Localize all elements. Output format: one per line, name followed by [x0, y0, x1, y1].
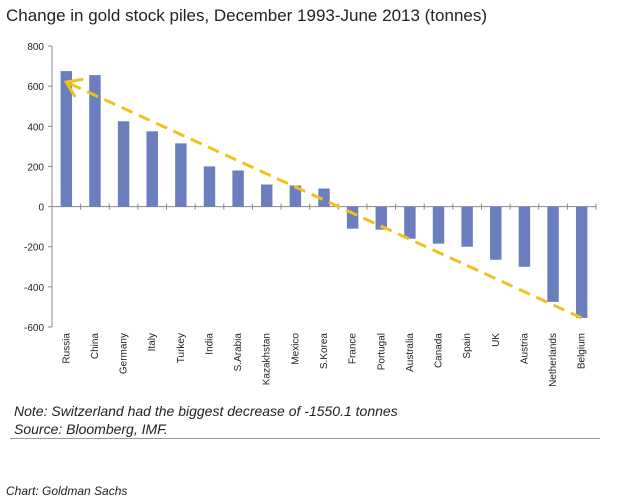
bar-turkey: [175, 143, 187, 207]
y-tick-label: 200: [27, 162, 44, 173]
bar-mexico: [289, 185, 302, 207]
x-tick-label: Germany: [119, 333, 130, 374]
x-tick-label: Austria: [519, 333, 530, 365]
source-text: Source: Bloomberg, IMF.: [14, 421, 168, 437]
bar-australia: [404, 206, 416, 239]
bar-kazakhstan: [261, 184, 273, 207]
bar-spain: [461, 206, 473, 247]
x-tick-label: Turkey: [176, 333, 187, 363]
x-tick-label: Netherlands: [548, 333, 559, 387]
x-tick-label: Mexico: [290, 333, 301, 365]
x-tick-label: Kazakhstan: [262, 333, 273, 385]
bar-germany: [117, 121, 130, 207]
trend-arrow: [63, 77, 583, 320]
bar-sarabia: [232, 170, 244, 207]
x-tick-label: Belgium: [577, 333, 588, 369]
x-tick-label: Italy: [147, 333, 158, 351]
y-tick-label: 400: [27, 122, 44, 133]
bar-belgium: [575, 206, 588, 318]
x-tick-label: Australia: [405, 333, 416, 372]
bar-netherlands: [547, 206, 559, 302]
tick-labels: -600 -400 -200 0 200 400 600 800 Russia China Germ…: [24, 42, 588, 387]
axes: [48, 45, 597, 328]
bars: [60, 71, 588, 318]
x-tick-label: Canada: [434, 333, 445, 368]
y-tick-label: -200: [24, 243, 44, 254]
bar-china: [89, 75, 101, 207]
x-tick-label: Portugal: [376, 333, 387, 370]
y-tick-label: 0: [38, 203, 44, 214]
x-tick-label: India: [204, 333, 215, 355]
x-tick-label: S.Arabia: [233, 333, 244, 372]
footer-divider: [10, 438, 600, 439]
bar-india: [203, 166, 216, 207]
y-tick-label: -400: [24, 283, 44, 294]
x-tick-label: Russia: [61, 333, 72, 364]
chart-title: Change in gold stock piles, December 199…: [6, 6, 488, 25]
bar-italy: [146, 131, 158, 207]
bar-portugal: [375, 206, 387, 230]
bar-austria: [518, 206, 531, 267]
trend-arrow-head: [63, 77, 84, 98]
x-tick-label: UK: [491, 333, 502, 347]
note-text: Note: Switzerland had the biggest decrea…: [14, 403, 398, 419]
bar-france: [346, 206, 359, 229]
x-tick-label: China: [90, 333, 101, 360]
chart-credit: Chart: Goldman Sachs: [6, 484, 128, 498]
y-tick-label: 800: [27, 42, 44, 53]
x-tick-label: S.Korea: [319, 333, 330, 370]
x-tick-label: France: [348, 333, 359, 365]
x-tick-label: Spain: [462, 333, 473, 359]
bar-skorea: [318, 188, 330, 207]
y-tick-label: -600: [24, 323, 44, 334]
bar-russia: [60, 71, 73, 207]
bar-uk: [490, 206, 502, 260]
bar-canada: [432, 206, 445, 244]
y-tick-label: 600: [27, 82, 44, 93]
